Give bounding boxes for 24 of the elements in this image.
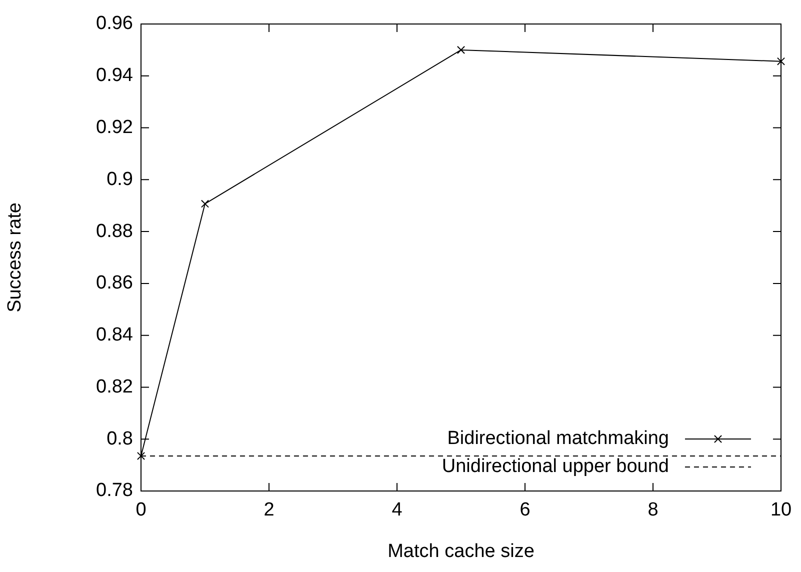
y-tick-label: 0.86	[96, 272, 133, 294]
y-tick-label: 0.96	[96, 13, 133, 34]
y-axis-title: Success rate	[4, 202, 26, 312]
point	[136, 452, 146, 460]
y-tick-label: 0.8	[106, 428, 133, 450]
x-tick-label: 10	[770, 500, 792, 521]
y-tick-label: 0.78	[96, 480, 133, 502]
x-tick-label: 4	[392, 500, 403, 521]
y-tick-label: 0.84	[96, 324, 134, 346]
y-tick-label: 0.92	[96, 117, 133, 138]
point	[456, 46, 466, 54]
x-axis-title: Match cache size	[388, 540, 534, 562]
y-tick-label: 0.88	[96, 220, 133, 242]
x-tick-label: 0	[136, 500, 146, 521]
point	[776, 57, 786, 66]
point	[200, 200, 210, 208]
legend-label: Bidirectional matchmaking	[447, 428, 669, 450]
x-tick-label: 8	[648, 500, 658, 521]
legend-label: Unidirectional upper bound	[442, 456, 669, 478]
x-tick-label: 6	[520, 500, 530, 521]
y-tick-label: 0.9	[106, 168, 133, 190]
y-tick-label: 0.94	[96, 65, 134, 86]
x-tick-label: 2	[264, 500, 274, 521]
y-tick-label: 0.82	[96, 376, 133, 398]
